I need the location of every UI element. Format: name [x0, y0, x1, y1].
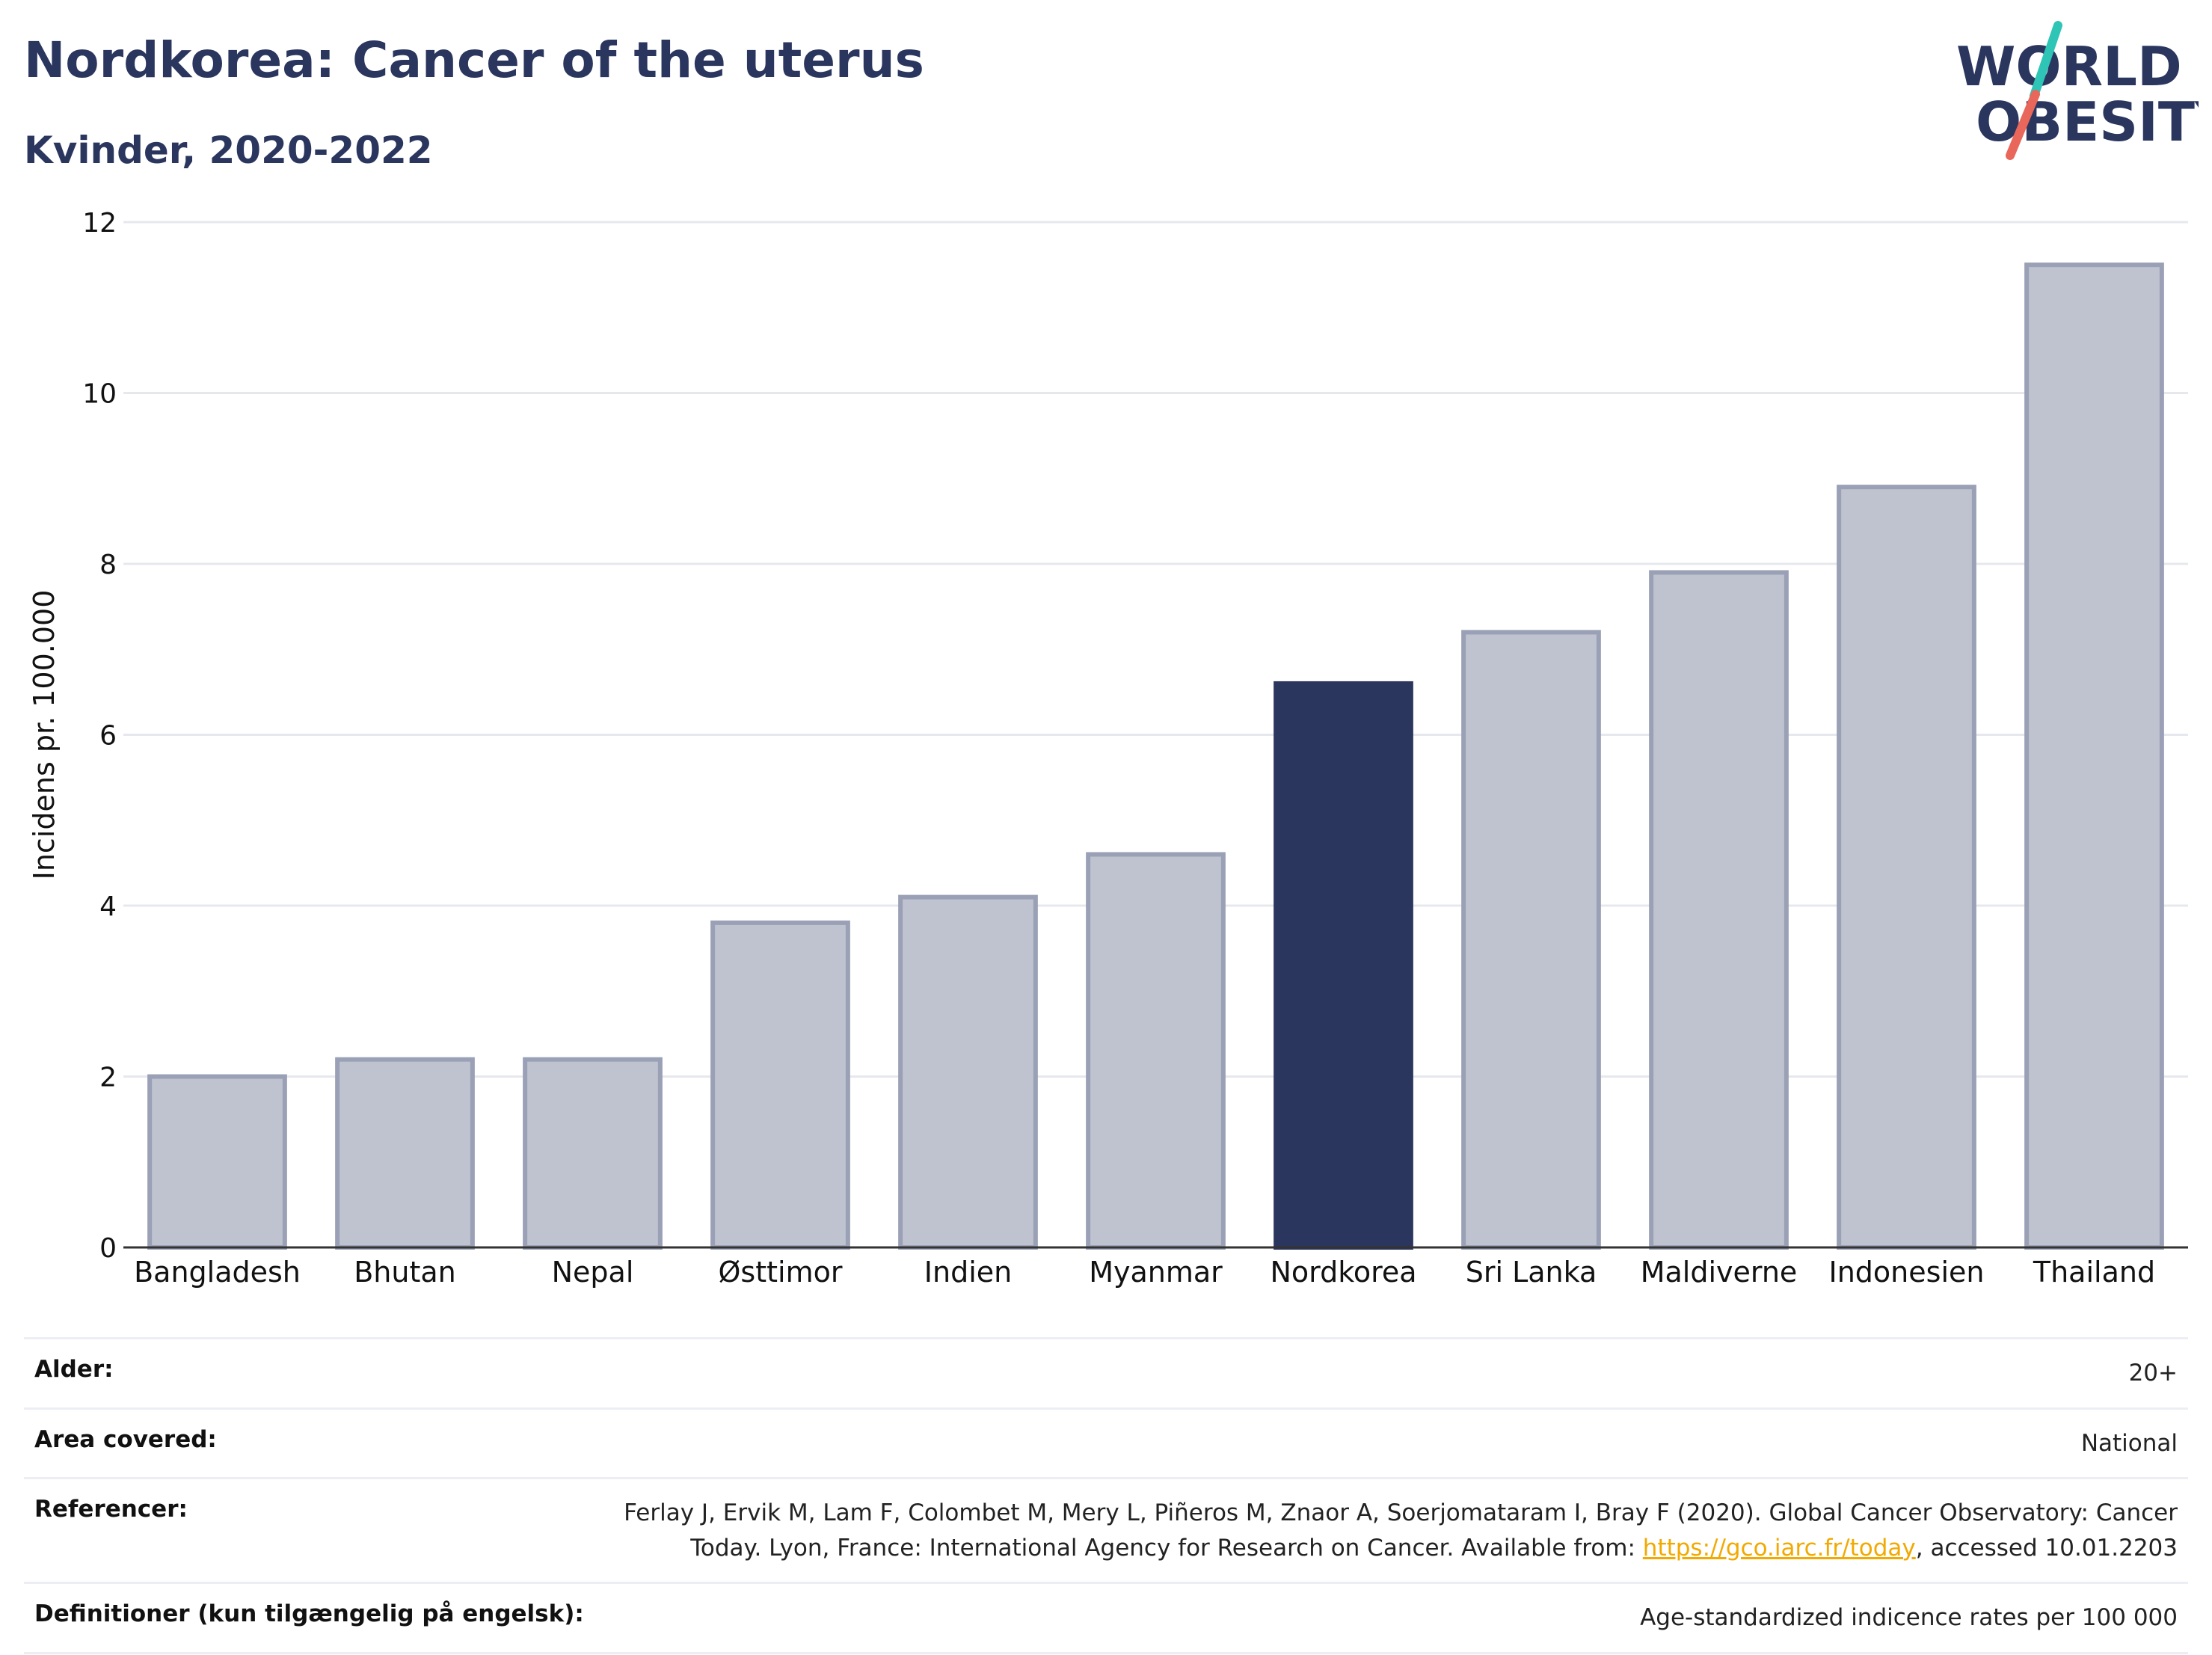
chart-subtitle: Kvinder, 2020-2022 — [24, 129, 433, 172]
bar-nepal — [523, 1057, 663, 1250]
references-link[interactable]: https://gco.iarc.fr/today — [1642, 1534, 1916, 1562]
bar-østtimor — [710, 920, 850, 1250]
world-obesity-logo: WORLD OBESITY — [1956, 21, 2199, 160]
bar-bangladesh — [147, 1074, 287, 1250]
x-tick-label: Nordkorea — [1270, 1256, 1416, 1289]
bar-indonesien — [1837, 485, 1976, 1250]
references-value: Ferlay J, Ervik M, Lam F, Colombet M, Me… — [562, 1496, 2178, 1565]
bar-chart: 0 2 4 6 8 10 12 Bangladesh Bhutan Nepal Østtimor I… — [28, 208, 2188, 1289]
x-tick-label: Nepal — [552, 1256, 634, 1289]
x-tick-label: Østtimor — [719, 1256, 843, 1289]
age-value: 20+ — [2128, 1360, 2178, 1387]
y-tick-label: 2 — [99, 1063, 117, 1093]
logo-slash-coral — [2006, 90, 2040, 160]
bar-indien — [898, 894, 1038, 1250]
y-tick-label: 6 — [99, 721, 117, 752]
info-row-references: Referencer: Ferlay J, Ervik M, Lam F, Co… — [24, 1477, 2188, 1582]
area-label: Area covered: — [34, 1425, 217, 1453]
area-value: National — [2080, 1429, 2178, 1457]
x-tick-label: Bangladesh — [134, 1256, 301, 1289]
x-tick-label: Maldiverne — [1641, 1256, 1798, 1289]
x-tick-label: Indonesien — [1829, 1256, 1985, 1289]
definitions-label: Definitioner (kun tilgængelig på engelsk… — [34, 1600, 584, 1627]
age-label: Alder: — [34, 1356, 114, 1383]
bar-maldiverne — [1649, 570, 1789, 1250]
info-row-age: Alder: 20+ — [24, 1337, 2188, 1407]
info-table: Alder: 20+ Area covered: National Refere… — [24, 1337, 2188, 1654]
y-axis-ticks: 0 2 4 6 8 10 12 — [82, 208, 117, 1264]
info-row-area: Area covered: National — [24, 1407, 2188, 1478]
y-tick-label: 4 — [99, 891, 117, 922]
bar-nordkorea — [1274, 681, 1413, 1250]
definitions-value: Age-standardized indicence rates per 100… — [1640, 1604, 2178, 1631]
y-tick-label: 10 — [82, 379, 117, 410]
x-tick-label: Indien — [924, 1256, 1012, 1289]
logo-text-world: WORLD — [1956, 35, 2182, 98]
y-axis-label: Incidens pr. 100.000 — [28, 590, 61, 880]
references-label: Referencer: — [34, 1496, 188, 1523]
x-axis-ticks: Bangladesh Bhutan Nepal Østtimor Indien Myanm… — [134, 1256, 2155, 1289]
x-tick-label: Sri Lanka — [1466, 1256, 1597, 1289]
y-tick-label: 8 — [99, 550, 117, 580]
bar-myanmar — [1086, 852, 1226, 1250]
y-tick-label: 0 — [99, 1233, 117, 1264]
bar-bhutan — [335, 1057, 475, 1250]
bar-thailand — [2024, 262, 2164, 1250]
info-row-definitions: Definitioner (kun tilgængelig på engelsk… — [24, 1582, 2188, 1654]
x-tick-label: Thailand — [2033, 1256, 2155, 1289]
chart-title: Nordkorea: Cancer of the uterus — [24, 31, 924, 89]
references-text: Ferlay J, Ervik M, Lam F, Colombet M, Me… — [624, 1499, 2178, 1562]
y-tick-label: 12 — [82, 208, 117, 239]
x-tick-label: Myanmar — [1089, 1256, 1223, 1289]
references-accessed: , accessed 10.01.2203 — [1915, 1534, 2178, 1562]
x-tick-label: Bhutan — [354, 1256, 456, 1289]
logo-slash-teal — [2030, 21, 2062, 100]
bar-sri-lanka — [1461, 630, 1601, 1250]
bars — [147, 262, 2164, 1250]
